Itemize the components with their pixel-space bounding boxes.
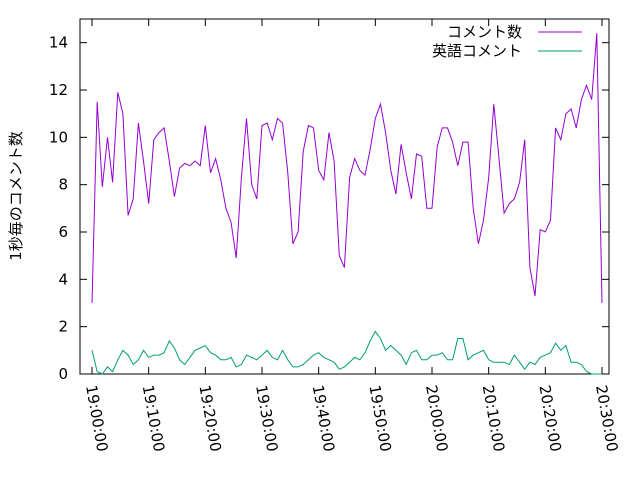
x-tick-label: 19:50:00: [365, 384, 394, 453]
y-tick-label: 4: [58, 270, 68, 288]
legend-label-1: 英語コメント: [432, 42, 522, 60]
y-axis: 0 2 4 6 8 10 12 14: [49, 34, 609, 383]
x-tick-label: 19:10:00: [139, 384, 168, 453]
y-tick-label: 2: [58, 318, 68, 336]
series-group: [91, 33, 603, 375]
y-tick-label: 6: [58, 223, 68, 241]
plot-frame: [79, 18, 610, 375]
y-tick-label: 0: [58, 365, 68, 383]
y-tick-label: 14: [49, 34, 68, 52]
x-tick-label: 20:00:00: [422, 384, 451, 453]
series-line-1: [91, 330, 602, 375]
x-tick-label: 20:10:00: [479, 384, 508, 453]
y-tick-label: 8: [58, 176, 68, 194]
x-tick-label: 19:20:00: [195, 384, 224, 453]
x-tick-label: 19:00:00: [82, 384, 111, 453]
x-tick-label: 20:30:00: [592, 384, 621, 453]
series-line-0: [91, 33, 603, 304]
x-tick-label: 20:20:00: [535, 384, 564, 453]
y-tick-label: 10: [49, 128, 68, 146]
legend-label-0: コメント数: [447, 23, 522, 41]
x-axis: 19:00:00 19:10:00 19:20:00 19:30:00 19:40:00…: [82, 19, 621, 453]
x-tick-label: 19:30:00: [252, 384, 281, 453]
x-tick-label: 19:40:00: [309, 384, 338, 453]
y-axis-label: 1秒毎のコメント数: [7, 131, 25, 261]
y-tick-label: 12: [49, 81, 68, 99]
